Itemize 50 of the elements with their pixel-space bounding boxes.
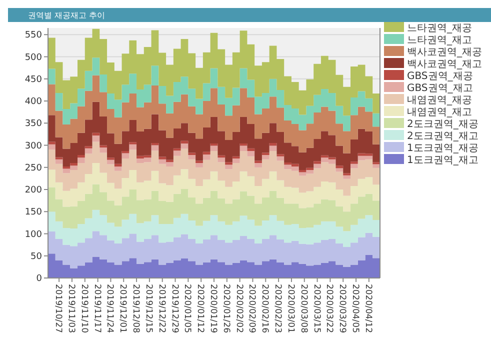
- x-tick-label: 2019/12/22: [156, 284, 166, 333]
- y-tick-label: 350: [24, 119, 42, 130]
- legend-label: 내염권역_재고: [407, 107, 472, 118]
- x-tick-label: 2020/04/12: [362, 284, 373, 333]
- y-tick-label: 500: [24, 52, 42, 63]
- legend-label: 느타권역_재고: [407, 35, 472, 46]
- x-tick-label: 2019/12/15: [143, 284, 154, 333]
- x-tick-label: 2020/01/12: [195, 284, 206, 333]
- y-tick-label: 0: [36, 274, 42, 284]
- chart-title: 권역별 재공재고 추이: [28, 11, 106, 20]
- legend-label: 1도크권역_재공: [407, 143, 478, 154]
- x-tick-label: 2019/11/24: [104, 284, 115, 333]
- y-tick-label: 150: [24, 208, 42, 218]
- y-tick-label: 50: [30, 252, 42, 262]
- x-tick-label: 2020/02/02: [234, 284, 244, 333]
- x-tick-label: 2019/12/29: [169, 284, 180, 333]
- y-tick-label: 200: [24, 186, 42, 196]
- x-tick-label: 2020/01/19: [208, 284, 218, 333]
- legend-label: 1도크권역_재고: [407, 155, 478, 166]
- x-tick-label: 2020/03/01: [285, 284, 296, 333]
- y-tick-label: 550: [24, 30, 42, 41]
- x-tick-label: 2020/04/05: [350, 284, 360, 333]
- legend-label: GBS권역_재고: [407, 83, 473, 94]
- x-tick-label: 2019/11/10: [78, 284, 89, 333]
- legend-label: 2도크권역_재고: [407, 131, 478, 142]
- x-tick-label: 2020/03/08: [298, 284, 308, 333]
- legend-label: 내염권역_재공: [407, 95, 472, 106]
- y-tick-label: 300: [24, 141, 42, 152]
- legend-label: GBS권역_재공: [407, 71, 473, 82]
- x-tick-label: 2020/01/05: [182, 284, 192, 333]
- y-tick-label: 450: [24, 74, 42, 85]
- legend-label: 백사코권역_재공: [407, 47, 482, 58]
- legend-label: 느타권역_재공: [407, 23, 472, 34]
- x-tick-label: 2020/02/09: [246, 284, 257, 333]
- x-tick-label: 2019/11/17: [92, 284, 102, 333]
- x-tick-label: 2019/11/03: [66, 284, 76, 333]
- x-tick-label: 2019/12/08: [130, 284, 141, 333]
- x-tick-label: 2019/10/27: [53, 284, 64, 333]
- y-tick-label: 400: [24, 97, 42, 108]
- x-tick-label: 2020/03/22: [324, 284, 334, 333]
- legend-label: 2도크권역_재공: [407, 119, 478, 130]
- x-tick-label: 2020/03/15: [311, 284, 322, 333]
- x-tick-label: 2020/03/29: [337, 284, 348, 333]
- y-tick-label: 250: [24, 163, 42, 174]
- x-tick-label: 2019/12/01: [118, 284, 128, 333]
- x-tick-label: 2020/02/16: [260, 284, 270, 333]
- x-tick-label: 2020/01/26: [220, 284, 231, 333]
- legend-label: 백사코권역_재고: [407, 59, 482, 70]
- y-tick-label: 100: [24, 230, 42, 240]
- x-tick-label: 2020/02/23: [272, 284, 283, 333]
